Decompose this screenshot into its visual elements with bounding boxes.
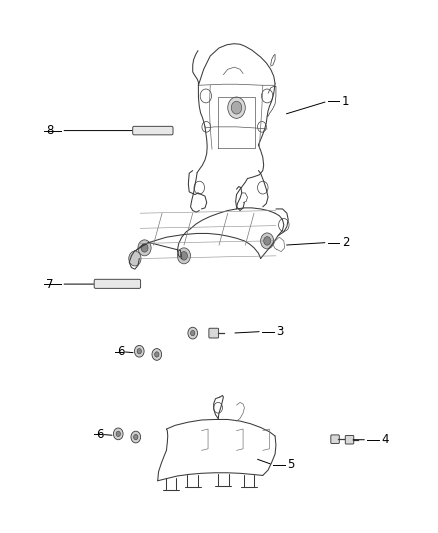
Circle shape: [180, 252, 187, 260]
Circle shape: [129, 251, 141, 266]
Circle shape: [141, 244, 148, 252]
FancyBboxPatch shape: [133, 126, 173, 135]
Circle shape: [134, 345, 144, 357]
FancyBboxPatch shape: [209, 328, 219, 338]
Circle shape: [264, 237, 271, 245]
FancyBboxPatch shape: [94, 279, 141, 288]
Text: 8: 8: [46, 124, 53, 137]
Circle shape: [261, 233, 274, 249]
FancyBboxPatch shape: [331, 435, 339, 443]
Circle shape: [152, 349, 162, 360]
Text: 7: 7: [46, 278, 53, 290]
Circle shape: [177, 248, 191, 264]
FancyBboxPatch shape: [345, 435, 354, 444]
Circle shape: [131, 431, 141, 443]
Text: 3: 3: [276, 325, 283, 338]
Text: 2: 2: [342, 236, 349, 249]
Circle shape: [155, 352, 159, 357]
Text: 5: 5: [287, 458, 294, 471]
Circle shape: [138, 240, 151, 256]
Circle shape: [134, 434, 138, 440]
Circle shape: [113, 428, 123, 440]
Circle shape: [116, 431, 120, 437]
Text: 6: 6: [117, 345, 125, 358]
Circle shape: [231, 101, 242, 114]
Circle shape: [137, 349, 141, 354]
Circle shape: [191, 330, 195, 336]
Text: 1: 1: [342, 95, 349, 108]
Circle shape: [228, 97, 245, 118]
Circle shape: [188, 327, 198, 339]
Text: 4: 4: [381, 433, 389, 446]
Text: 6: 6: [96, 428, 104, 441]
